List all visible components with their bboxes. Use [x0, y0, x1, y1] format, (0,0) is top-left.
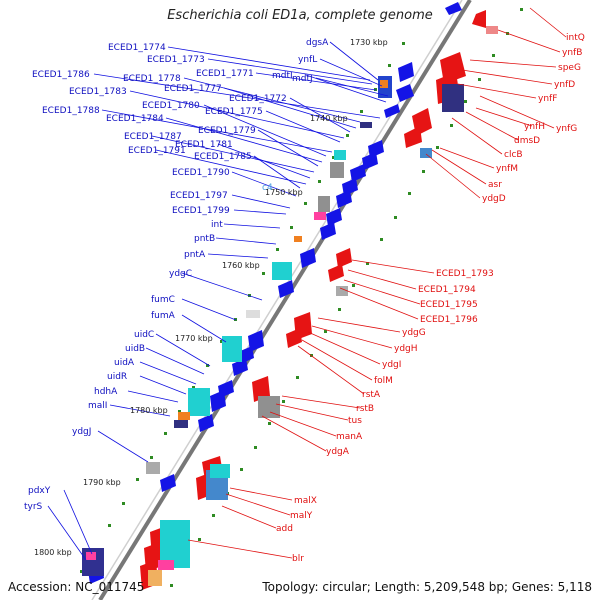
- accession-label: Accession: NC_011745: [8, 580, 145, 594]
- reverse-genes: [140, 10, 486, 590]
- kbp-mark: 1780 kbp: [130, 406, 168, 415]
- gene-label: add: [276, 524, 293, 534]
- gene-label: ECED1_1796: [420, 315, 478, 325]
- gene-label: dmsD: [514, 136, 540, 146]
- gene-label: ECED1_1781: [175, 140, 233, 150]
- gene-label: ECED1_1778: [123, 74, 181, 84]
- gene-label: ECED1_1788: [42, 106, 100, 116]
- gene-label: uidR: [107, 372, 127, 382]
- gene-label: ECED1_1794: [418, 285, 476, 295]
- gene-label: pdxY: [28, 486, 51, 496]
- kbp-mark: 1730 kbp: [350, 38, 388, 47]
- gene-label: ECED1_1775: [205, 107, 263, 117]
- gene-label: malY: [290, 511, 313, 521]
- forward-genes: [88, 2, 462, 584]
- gene-label: ECED1_1795: [420, 300, 478, 310]
- kbp-scale: 1730 kbp 1740 kbp 1750 kbp 1760 kbp 1770…: [34, 38, 388, 557]
- gene-label: ynfB: [562, 48, 582, 58]
- track-dots: [80, 8, 523, 587]
- gene-label: ECED1_1771: [196, 69, 254, 79]
- gene-label: mdtJ: [292, 74, 313, 84]
- gene-label: asr: [488, 180, 502, 190]
- gene-label: ECED1_1779: [198, 126, 256, 136]
- gene-label: ynfL: [298, 55, 317, 65]
- gene-label: int: [211, 220, 223, 230]
- gene-label: malI: [88, 401, 107, 411]
- right-callout-lines: [187, 7, 567, 559]
- gene-label: ECED1_1791: [128, 146, 186, 156]
- gene-label: clcB: [504, 150, 523, 160]
- gene-label: rstA: [362, 390, 381, 400]
- gene-label: ynfG: [556, 124, 577, 134]
- gene-label: fumA: [151, 311, 176, 321]
- gene-label: ynfM: [496, 164, 518, 174]
- gene-label: manA: [336, 432, 363, 442]
- gene-label: ECED1_1790: [172, 168, 230, 178]
- kbp-mark: 1740 kbp: [310, 114, 348, 123]
- kbp-mark: 1760 kbp: [222, 261, 260, 270]
- gene-label: speG: [558, 63, 581, 73]
- gene-label: ydgI: [382, 360, 401, 370]
- gene-label: ynfH: [524, 122, 545, 132]
- gene-label: ydgG: [402, 328, 426, 338]
- topology-label: Topology: circular; Length: 5,209,548 bp…: [262, 580, 592, 594]
- kbp-mark: 1750 kbp: [265, 188, 303, 197]
- kbp-mark: 1790 kbp: [83, 478, 121, 487]
- gene-label: ECED1_1784: [106, 114, 164, 124]
- kbp-mark: 1770 kbp: [175, 334, 213, 343]
- gene-label: ECED1_1793: [436, 269, 494, 279]
- reverse-blocks: [148, 26, 498, 586]
- gene-label: rstB: [356, 404, 374, 414]
- gene-label: ECED1_1797: [170, 191, 228, 201]
- gene-label: uidA: [114, 358, 135, 368]
- gene-label: ECED1_1773: [147, 55, 205, 65]
- gene-label: ECED1_1786: [32, 70, 90, 80]
- genome-title: Escherichia coli ED1a, complete genome: [167, 8, 433, 23]
- gene-label: ydgD: [482, 194, 506, 204]
- gene-label: ECED1_1777: [164, 84, 222, 94]
- gene-label: blr: [292, 554, 304, 564]
- gene-label: ynfF: [538, 94, 557, 104]
- gene-label: ECED1_1780: [142, 101, 200, 111]
- gene-label: hdhA: [94, 387, 118, 397]
- kbp-mark: 1800 kbp: [34, 548, 72, 557]
- gene-label: ECED1_1787: [124, 132, 182, 142]
- gene-label: ydgA: [326, 447, 350, 457]
- gene-label: tus: [348, 416, 362, 426]
- gene-label: ECED1_1774: [108, 43, 166, 53]
- gene-label: ECED1_1783: [69, 87, 127, 97]
- ring-label: c4: [262, 183, 273, 193]
- right-gene-labels: intQ ynfB speG ynfD ynfF ynfG ynfH dmsD …: [276, 33, 585, 564]
- gene-label: pntB: [194, 234, 215, 244]
- gene-label: fumC: [151, 295, 175, 305]
- gene-label: ECED1_1785: [194, 152, 252, 162]
- gene-label: dgsA: [306, 38, 329, 48]
- gene-label: malX: [294, 496, 317, 506]
- gene-label: uidB: [125, 344, 145, 354]
- gene-label: tyrS: [24, 502, 43, 512]
- gene-label: ydgJ: [72, 427, 91, 437]
- gene-label: ECED1_1799: [172, 206, 230, 216]
- forward-blocks: [82, 76, 392, 576]
- gene-label: ynfD: [554, 80, 575, 90]
- left-callout-lines: [47, 41, 389, 561]
- gene-label: mdtI: [272, 71, 293, 81]
- left-gene-labels: ECED1_1774 ECED1_1773 ECED1_1771 ECED1_1…: [24, 38, 329, 512]
- genome-backbone: [98, 0, 472, 600]
- gene-label: ydgC: [169, 269, 192, 279]
- gene-label: uidC: [134, 330, 154, 340]
- gene-label: intQ: [566, 33, 585, 43]
- gene-label: pntA: [184, 250, 206, 260]
- gene-label: ECED1_1772: [229, 94, 287, 104]
- gene-label: folM: [374, 376, 393, 386]
- gene-label: ydgH: [394, 344, 418, 354]
